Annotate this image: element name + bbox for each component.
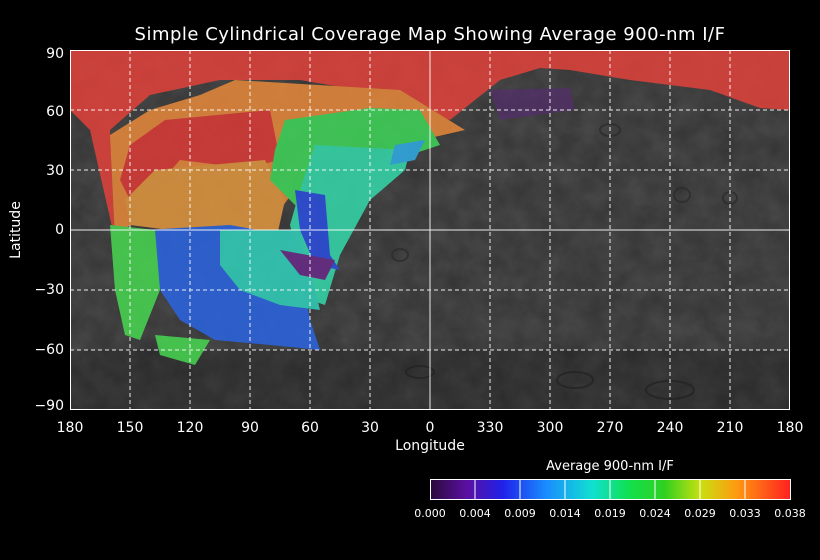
coverage-region-purple-north — [490, 88, 575, 120]
colorbar-ticks — [474, 479, 746, 500]
x-tick-label: 180 — [56, 420, 84, 436]
x-tick-label: 300 — [536, 420, 564, 436]
colorbar-title: Average 900-nm I/F — [546, 459, 674, 474]
x-tick-label: 30 — [361, 420, 379, 436]
map-frame — [70, 50, 790, 410]
y-tick-label: 90 — [46, 46, 64, 62]
y-tick-label: −60 — [34, 342, 64, 358]
colorbar-tick-label: 0.000 — [414, 507, 446, 520]
x-tick-label: 0 — [425, 420, 435, 436]
y-tick-label: 60 — [46, 104, 64, 120]
x-tick-label: 330 — [476, 420, 504, 436]
colorbar-tick-label: 0.009 — [504, 507, 536, 520]
x-tick-label: 60 — [301, 420, 319, 436]
colorbar-tick-label: 0.033 — [729, 507, 761, 520]
coverage-region-purple — [280, 250, 335, 280]
grid — [70, 50, 790, 410]
y-tick-label: 0 — [55, 222, 64, 238]
x-tick-label: 210 — [716, 420, 744, 436]
colorbar-tick-label: 0.038 — [774, 507, 806, 520]
colorbar-tick-label: 0.024 — [639, 507, 671, 520]
map-title: Simple Cylindrical Coverage Map Showing … — [134, 24, 726, 45]
x-tick-label: 150 — [116, 420, 144, 436]
y-tick-label: −90 — [34, 398, 64, 414]
colorbar-tick-label: 0.019 — [594, 507, 626, 520]
colorbar-tick-label: 0.014 — [549, 507, 581, 520]
colorbar — [430, 479, 791, 500]
x-tick-label: 120 — [176, 420, 204, 436]
colorbar-tick-label: 0.004 — [459, 507, 491, 520]
y-tick-label: 30 — [46, 163, 64, 179]
coverage-region-green-left — [110, 225, 160, 340]
coverage-map — [70, 50, 790, 410]
coverage-region-cyan — [390, 140, 425, 165]
y-axis-label: Latitude — [8, 201, 24, 259]
x-tick-label: 90 — [241, 420, 259, 436]
coverage-region-red-mid — [120, 110, 280, 210]
y-tick-label: −30 — [34, 282, 64, 298]
coverage-region-orange-low — [125, 160, 285, 245]
x-tick-label: 180 — [776, 420, 804, 436]
x-tick-label: 240 — [656, 420, 684, 436]
colorbar-tick-label: 0.029 — [684, 507, 716, 520]
x-tick-label: 270 — [596, 420, 624, 436]
x-axis-label: Longitude — [395, 438, 465, 454]
